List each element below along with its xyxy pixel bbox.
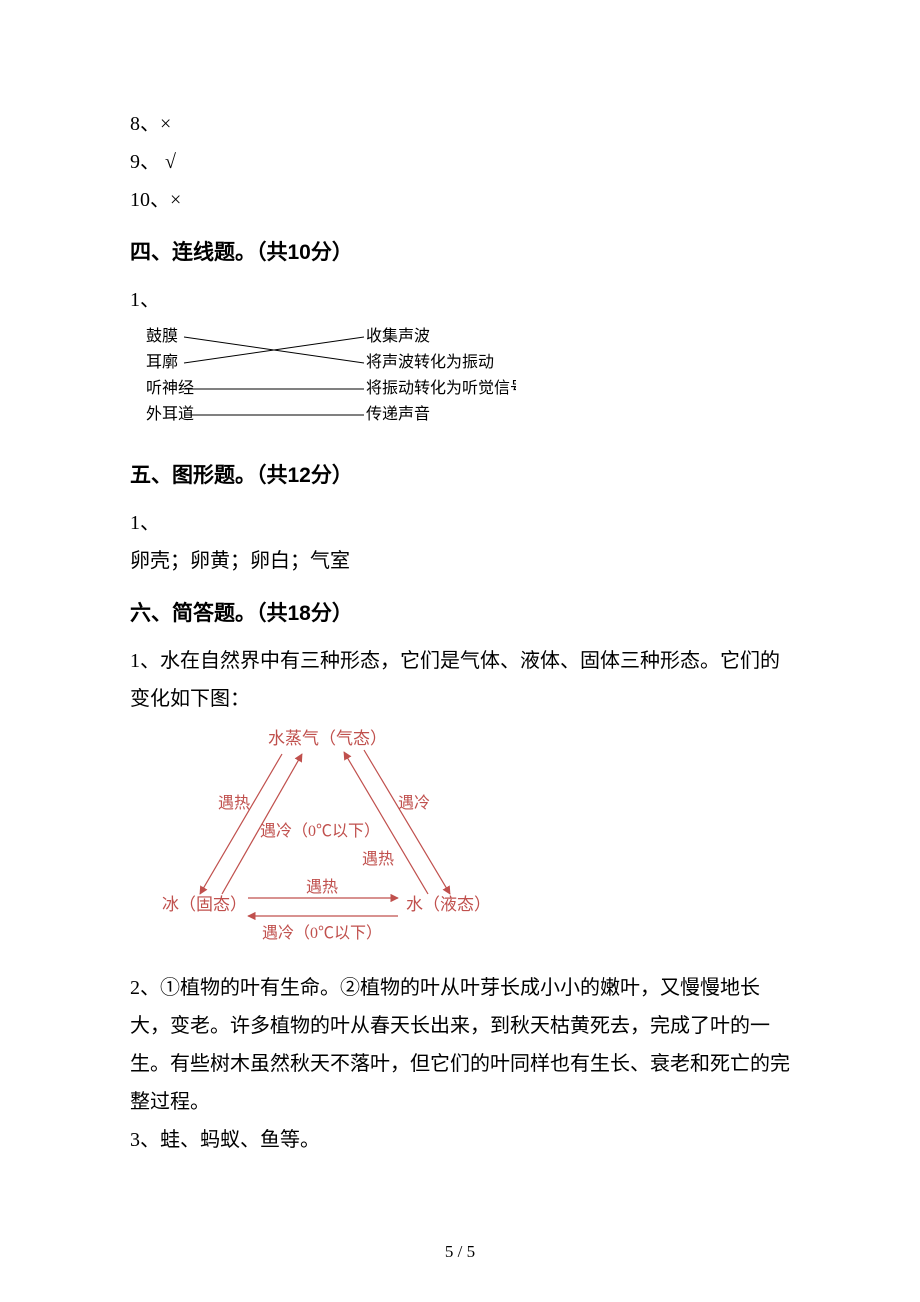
svg-text:冰（固态）: 冰（固态） [162,895,247,914]
matching-diagram: 鼓膜耳廓听神经外耳道 收集声波将声波转化为振动将振动转化为听觉信号传递声音 [136,325,790,442]
section6-q2: 2、①植物的叶有生命。②植物的叶从叶芽长成小小的嫩叶，又慢慢地长大，变老。许多植… [130,969,790,1121]
svg-text:传递声音: 传递声音 [366,405,430,423]
svg-text:收集声波: 收集声波 [366,327,430,345]
svg-text:鼓膜: 鼓膜 [146,327,178,345]
triangle-svg: 水蒸气（气态）冰（固态）水（液态）遇热遇冷（0℃以下）遇冷遇热遇热遇冷（0℃以下… [158,726,518,952]
matching-svg: 鼓膜耳廓听神经外耳道 收集声波将声波转化为振动将振动转化为听觉信号传递声音 [136,325,516,429]
judgment-10: 10、× [130,181,790,219]
svg-text:遇热: 遇热 [362,850,394,868]
svg-text:遇冷: 遇冷 [398,794,430,812]
judgment-9: 9、 √ [130,143,790,181]
section4-heading: 四、连线题。（共10分） [130,233,790,273]
section6-q1: 1、水在自然界中有三种形态，它们是气体、液体、固体三种形态。它们的变化如下图： [130,642,790,718]
svg-text:遇热: 遇热 [306,878,338,896]
page-footer: 5 / 5 [0,1236,920,1268]
svg-text:听神经: 听神经 [146,379,194,397]
svg-text:水（液态）: 水（液态） [406,895,491,914]
svg-text:耳廓: 耳廓 [146,353,178,371]
section5-q1-number: 1、 [130,504,790,542]
section6-q3: 3、蛙、蚂蚁、鱼等。 [130,1121,790,1159]
judgment-8: 8、× [130,105,790,143]
svg-text:将振动转化为听觉信号: 将振动转化为听觉信号 [366,379,516,397]
svg-text:遇热: 遇热 [218,794,250,812]
svg-text:将声波转化为振动: 将声波转化为振动 [366,353,494,371]
section4-q1-number: 1、 [130,281,790,319]
section5-heading: 五、图形题。（共12分） [130,456,790,496]
section5-q1-answer: 卵壳；卵黄；卵白；气室 [130,542,790,580]
svg-text:外耳道: 外耳道 [146,405,194,423]
water-states-diagram: 水蒸气（气态）冰（固态）水（液态）遇热遇冷（0℃以下）遇冷遇热遇热遇冷（0℃以下… [158,726,790,965]
section6-heading: 六、简答题。（共18分） [130,594,790,634]
svg-text:水蒸气（气态）: 水蒸气（气态） [268,729,387,748]
svg-text:遇冷（0℃以下）: 遇冷（0℃以下） [262,924,382,942]
svg-text:遇冷（0℃以下）: 遇冷（0℃以下） [260,822,380,840]
